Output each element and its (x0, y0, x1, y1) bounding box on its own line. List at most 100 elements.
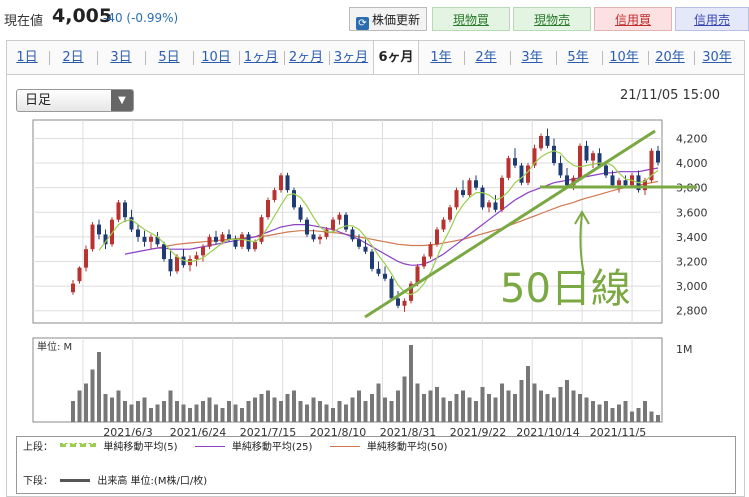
spot-buy-button[interactable]: 現物買 (432, 7, 510, 31)
volume-bar (97, 352, 101, 422)
tab-2y[interactable]: 2年 (475, 50, 497, 65)
volume-bar (409, 345, 413, 422)
candlestick (123, 199, 127, 223)
candle-body (71, 283, 75, 293)
candle-period-select[interactable]: 日足 ▼ (16, 89, 134, 112)
volume-bar (175, 401, 179, 422)
candlestick (428, 241, 433, 260)
candle-body (175, 256, 179, 272)
candle-body (259, 217, 264, 242)
volume-bar (162, 401, 166, 422)
tab-10y[interactable]: 10年 (609, 50, 639, 65)
tab-1y[interactable]: 1年 (430, 50, 452, 65)
ma25-line (124, 167, 659, 266)
candle-body (149, 236, 153, 242)
candlestick (350, 227, 355, 242)
date-tick-label: 2021/6/3 (103, 426, 152, 439)
price-tick-label: 3,400 (676, 231, 708, 244)
tab-2m[interactable]: 2ヶ月 (288, 50, 324, 65)
candlestick (194, 251, 199, 267)
candle-body (617, 180, 621, 186)
candlestick (337, 212, 342, 225)
date-tick-label: 2021/8/31 (380, 426, 436, 439)
candle-body (305, 219, 309, 235)
candle-body (142, 236, 147, 242)
volume-bar (597, 404, 602, 422)
candlestick (220, 231, 225, 245)
volume-bar (545, 394, 550, 422)
candle-body (519, 165, 524, 183)
price-tick-label: 4,200 (676, 132, 708, 145)
margin-sell-button[interactable]: 信用売 (675, 7, 749, 31)
candlestick (474, 175, 478, 191)
tab-5d[interactable]: 5日 (158, 50, 180, 65)
candlestick (110, 217, 114, 247)
tab-20y[interactable]: 20年 (655, 50, 685, 65)
candle-body (214, 236, 218, 242)
candle-body (649, 150, 654, 181)
candle-body (285, 175, 290, 191)
volume-bar (454, 394, 459, 422)
volume-bar (266, 390, 270, 422)
candlestick (610, 170, 615, 188)
volume-bar (136, 401, 140, 422)
volume-bar (656, 415, 660, 422)
period-tabs: 1日 2日 3日 5日 10日 1ヶ月 2ヶ月 3ヶ月 6ヶ月 1年 2年 3年… (6, 40, 745, 76)
candlestick (487, 199, 491, 213)
candle-body (220, 234, 225, 242)
spot-sell-button[interactable]: 現物売 (513, 7, 591, 31)
candlestick (292, 187, 296, 210)
refresh-price-button[interactable]: ⟳ 株価更新 (349, 7, 427, 31)
candle-body (454, 190, 459, 208)
candle-body (370, 251, 374, 269)
volume-bar (370, 394, 374, 422)
candlestick (363, 239, 368, 255)
candlestick (129, 209, 134, 232)
legend-ma5-swatch (60, 443, 97, 447)
tab-30y[interactable]: 30年 (702, 50, 732, 65)
candle-body (298, 207, 303, 220)
tab-3y[interactable]: 3年 (521, 50, 543, 65)
volume-bar (467, 397, 472, 422)
candle-body (363, 246, 368, 252)
tab-3m[interactable]: 3ヶ月 (333, 50, 369, 65)
candle-body (441, 219, 446, 230)
volume-bar (604, 401, 608, 422)
tab-1d[interactable]: 1日 (16, 50, 38, 65)
candle-body (331, 219, 335, 230)
candle-body (103, 234, 108, 245)
candle-body (123, 202, 127, 218)
legend-lower-row: 下段： 出来高 単位:(M株/口/枚) (23, 475, 207, 489)
volume-bar (376, 383, 381, 422)
tab-10d[interactable]: 10日 (201, 50, 231, 65)
candle-body (272, 190, 277, 200)
date-tick-label: 2021/11/5 (590, 426, 646, 439)
legend-volume: 出来高 単位:(M株/口/枚) (97, 476, 208, 487)
candlestick (409, 281, 413, 304)
volume-bar (591, 401, 595, 422)
tab-6m[interactable]: 6ヶ月 (373, 41, 419, 76)
candlestick (558, 155, 563, 178)
margin-buy-button[interactable]: 信用買 (594, 7, 672, 31)
candlestick (649, 148, 654, 183)
volume-bar (636, 408, 641, 422)
candle-body (402, 300, 407, 306)
candlestick (591, 150, 595, 168)
volume-bar (383, 397, 387, 422)
candle-body (552, 145, 556, 164)
candlestick (383, 266, 387, 282)
candle-body (357, 239, 361, 247)
volume-bar (584, 397, 589, 422)
tab-1m[interactable]: 1ヶ月 (243, 50, 279, 65)
candlestick (77, 266, 82, 284)
candlestick (214, 230, 218, 245)
tab-3d[interactable]: 3日 (110, 50, 132, 65)
tab-2d[interactable]: 2日 (62, 50, 84, 65)
candlestick (331, 217, 335, 232)
price-tick-label: 3,600 (676, 206, 708, 219)
volume-bar (155, 404, 160, 422)
candle-body (110, 219, 114, 245)
volume-bar (415, 383, 420, 422)
volume-bar (441, 397, 446, 422)
tab-5y[interactable]: 5年 (567, 50, 589, 65)
